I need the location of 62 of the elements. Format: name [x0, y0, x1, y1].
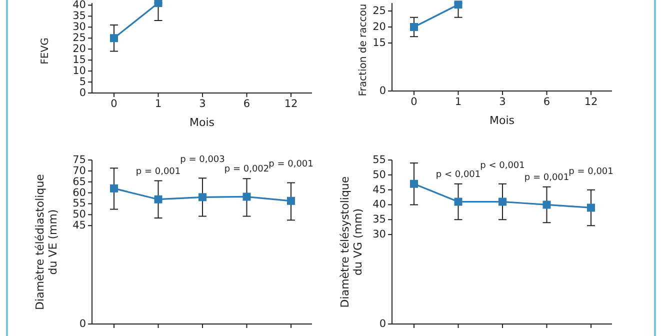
annotation: p = 0,001: [136, 166, 181, 177]
y-tick-label: 10: [72, 65, 86, 78]
y-axis-title: Diamètre télésystolique du VG (mm): [338, 176, 364, 308]
y-tick-label: 0: [379, 318, 386, 330]
x-tick-label: 3: [499, 96, 506, 108]
x-tick-label: 0: [110, 98, 118, 110]
y-tick-label: 0: [379, 85, 386, 97]
annotation: p < 0,001: [480, 160, 525, 171]
y-tick-label: 55: [72, 198, 86, 210]
y-axis-title: Fraction de raccou: [358, 4, 369, 96]
y-tick-label: 20: [72, 43, 86, 56]
annotation: p = 0,001: [568, 166, 614, 177]
x-tick-label: 0: [410, 96, 418, 108]
y-tick-label: 5: [79, 76, 86, 88]
point: [587, 204, 595, 212]
y-axis-title: Diamètre télédiastolique du VE (mm): [34, 174, 60, 310]
y-tick-label: 15: [372, 37, 386, 49]
y-tick-label: 40: [72, 0, 86, 12]
y-tick-label: 55: [372, 154, 386, 166]
point: [542, 200, 551, 209]
y-axis-title: FEVG: [40, 38, 51, 64]
x-tick-label: 1: [154, 98, 162, 110]
x-tick-label: 1: [454, 96, 462, 108]
y-tick-label: 25: [372, 5, 386, 17]
point: [410, 180, 418, 188]
point: [110, 184, 118, 192]
y-tick-label: 50: [372, 168, 386, 181]
point: [154, 195, 162, 204]
y-tick-label: 40: [372, 198, 386, 211]
y-tick-label: 20: [372, 21, 386, 33]
x-axis-title: Mois: [489, 114, 515, 127]
y-tick-label: 25: [72, 32, 86, 44]
x-tick-label: 12: [284, 98, 298, 110]
point: [287, 196, 295, 205]
annotation: p < 0,001: [436, 170, 481, 180]
y-tick-label: 30: [372, 228, 386, 241]
annotation: p = 0,001: [268, 160, 314, 170]
y-tick-label: 65: [72, 176, 86, 188]
annotation: p = 0,001: [524, 172, 570, 183]
x-tick-label: 3: [199, 98, 206, 110]
y-tick-label: 60: [72, 186, 86, 199]
x-axis-title: Mois: [189, 116, 215, 129]
y-tick-label: 0: [79, 318, 86, 330]
y-tick-label: 70: [72, 164, 86, 177]
y-tick-label: 75: [72, 154, 86, 166]
y-tick-label: 45: [72, 220, 86, 232]
y-tick-label: 45: [372, 184, 386, 196]
y-tick-label: 35: [372, 214, 386, 226]
x-tick-label: 6: [243, 98, 250, 110]
y-tick-label: 50: [72, 208, 86, 221]
y-tick-label: 15: [72, 54, 86, 66]
annotation: p = 0,002: [224, 164, 270, 175]
point: [242, 192, 251, 201]
point: [198, 193, 206, 202]
point: [454, 198, 462, 206]
y-tick-label: 35: [72, 10, 86, 22]
point: [498, 198, 506, 206]
y-tick-label: 0: [79, 87, 86, 99]
x-tick-label: 6: [543, 96, 550, 108]
y-tick-label: 30: [72, 21, 86, 34]
x-tick-label: 12: [584, 96, 598, 108]
annotation: p = 0,003: [180, 155, 225, 166]
